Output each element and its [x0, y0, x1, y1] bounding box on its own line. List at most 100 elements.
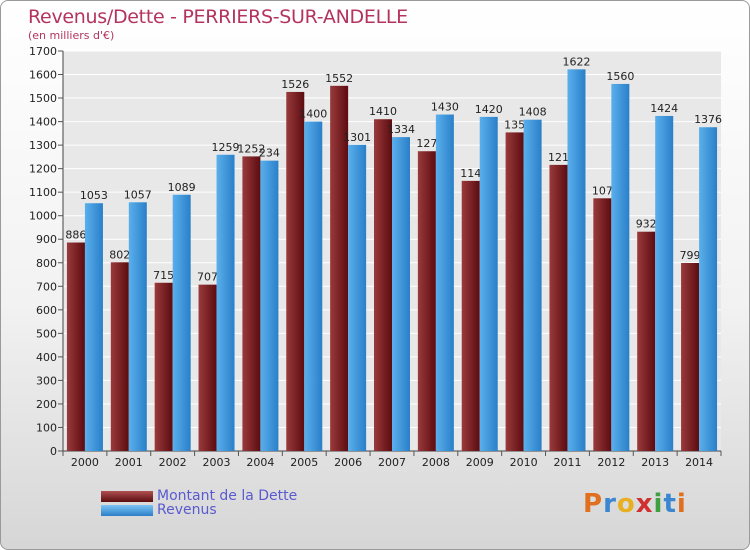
bar-revenue — [699, 127, 718, 451]
data-label-debt: 127 — [416, 137, 437, 150]
data-label-revenue: 1057 — [124, 188, 152, 201]
bar-debt — [461, 180, 480, 451]
data-label-revenue: 1259 — [212, 141, 240, 154]
bar-debt — [637, 231, 656, 451]
logo-letter: i — [653, 489, 664, 519]
data-label-revenue: 1430 — [431, 101, 459, 114]
legend-item-revenue: Revenus — [101, 502, 217, 518]
bar-revenue — [260, 160, 279, 451]
bar-debt — [549, 164, 568, 451]
data-label-revenue: 1408 — [519, 106, 547, 119]
bar-debt — [66, 242, 85, 451]
bar-debt — [242, 156, 261, 452]
bar-debt — [110, 262, 129, 451]
bar-revenue — [435, 114, 454, 451]
data-label-debt: 932 — [636, 218, 657, 231]
bar-revenue — [128, 202, 147, 451]
x-tick-label: 2006 — [334, 456, 362, 469]
legend-swatch-debt — [101, 490, 153, 502]
bar-debt — [330, 85, 349, 451]
data-label-revenue: 1089 — [168, 181, 196, 194]
bar-revenue — [304, 121, 323, 452]
data-label-debt: 1410 — [369, 105, 397, 118]
data-label-revenue: 234 — [259, 147, 280, 160]
y-tick-label: 1500 — [29, 92, 57, 105]
bar-debt — [198, 284, 217, 451]
legend-swatch-revenue — [101, 504, 153, 516]
x-tick-label: 2013 — [641, 456, 669, 469]
bar-debt — [417, 151, 436, 451]
y-tick-label: 400 — [36, 351, 57, 364]
data-label-revenue: 1334 — [387, 123, 415, 136]
logo-letter: t — [663, 489, 677, 519]
y-tick-label: 1200 — [29, 163, 57, 176]
x-tick-label: 2008 — [422, 456, 450, 469]
data-label-revenue: 1424 — [650, 102, 678, 115]
bar-revenue — [655, 115, 674, 452]
data-label-debt: 114 — [460, 167, 481, 180]
logo-letter: i — [676, 489, 687, 519]
logo-letter: o — [616, 489, 636, 519]
y-tick-label: 600 — [36, 304, 57, 317]
x-tick-label: 2003 — [203, 456, 231, 469]
data-label-revenue: 1376 — [694, 113, 722, 126]
legend-label-revenue: Revenus — [157, 502, 217, 518]
data-label-revenue: 1301 — [343, 131, 371, 144]
bar-revenue — [567, 69, 586, 452]
logo-letter: r — [603, 489, 617, 519]
legend-label-debt: Montant de la Dette — [157, 488, 298, 504]
x-tick-label: 2010 — [510, 456, 538, 469]
y-tick-label: 1700 — [29, 45, 57, 58]
data-label-revenue: 1053 — [80, 189, 108, 202]
y-tick-label: 500 — [36, 327, 57, 340]
bar-revenue — [611, 83, 630, 452]
data-label-revenue: 1622 — [562, 55, 590, 68]
y-tick-label: 100 — [36, 421, 57, 434]
legend-item-debt: Montant de la Dette — [101, 488, 298, 504]
y-tick-label: 800 — [36, 257, 57, 270]
proxiti-logo: Proxiti — [583, 489, 687, 519]
x-tick-label: 2014 — [685, 456, 713, 469]
bar-debt — [505, 132, 524, 452]
y-tick-label: 0 — [50, 445, 57, 458]
y-tick-label: 700 — [36, 280, 57, 293]
data-label-debt: 799 — [680, 249, 701, 262]
x-tick-label: 2004 — [246, 456, 274, 469]
data-label-debt: 802 — [109, 248, 130, 261]
x-tick-label: 2007 — [378, 456, 406, 469]
data-label-revenue: 1400 — [299, 108, 327, 121]
bar-debt — [154, 282, 173, 451]
logo-letter: x — [635, 489, 654, 519]
data-label-debt: 1526 — [281, 78, 309, 91]
y-tick-label: 1600 — [29, 69, 57, 82]
y-tick-label: 1300 — [29, 139, 57, 152]
y-tick-label: 1000 — [29, 210, 57, 223]
bar-revenue — [348, 144, 367, 451]
bar-debt — [681, 263, 700, 451]
x-tick-label: 2001 — [115, 456, 143, 469]
data-label-debt: 1552 — [325, 72, 353, 85]
logo-letter: P — [583, 489, 604, 519]
x-tick-label: 2005 — [290, 456, 318, 469]
data-label-debt: 1252 — [237, 142, 265, 155]
data-label-debt: 707 — [197, 271, 218, 284]
y-tick-label: 200 — [36, 398, 57, 411]
bar-revenue — [523, 119, 542, 452]
chart-title: Revenus/Dette - PERRIERS-SUR-ANDELLE — [28, 6, 408, 28]
data-label-debt: 107 — [592, 184, 613, 197]
x-tick-label: 2009 — [466, 456, 494, 469]
bar-revenue — [479, 116, 498, 451]
y-tick-label: 300 — [36, 374, 57, 387]
chart-subtitle: (en milliers d'€) — [28, 29, 115, 42]
x-tick-label: 2011 — [553, 456, 581, 469]
data-label-debt: 715 — [153, 269, 174, 282]
bar-revenue — [392, 137, 410, 451]
data-label-debt: 121 — [548, 151, 569, 164]
x-tick-label: 2002 — [159, 456, 187, 469]
data-label-revenue: 1420 — [475, 103, 503, 116]
data-label-debt: 886 — [65, 229, 86, 242]
bar-debt — [593, 198, 612, 451]
x-tick-label: 2012 — [597, 456, 625, 469]
